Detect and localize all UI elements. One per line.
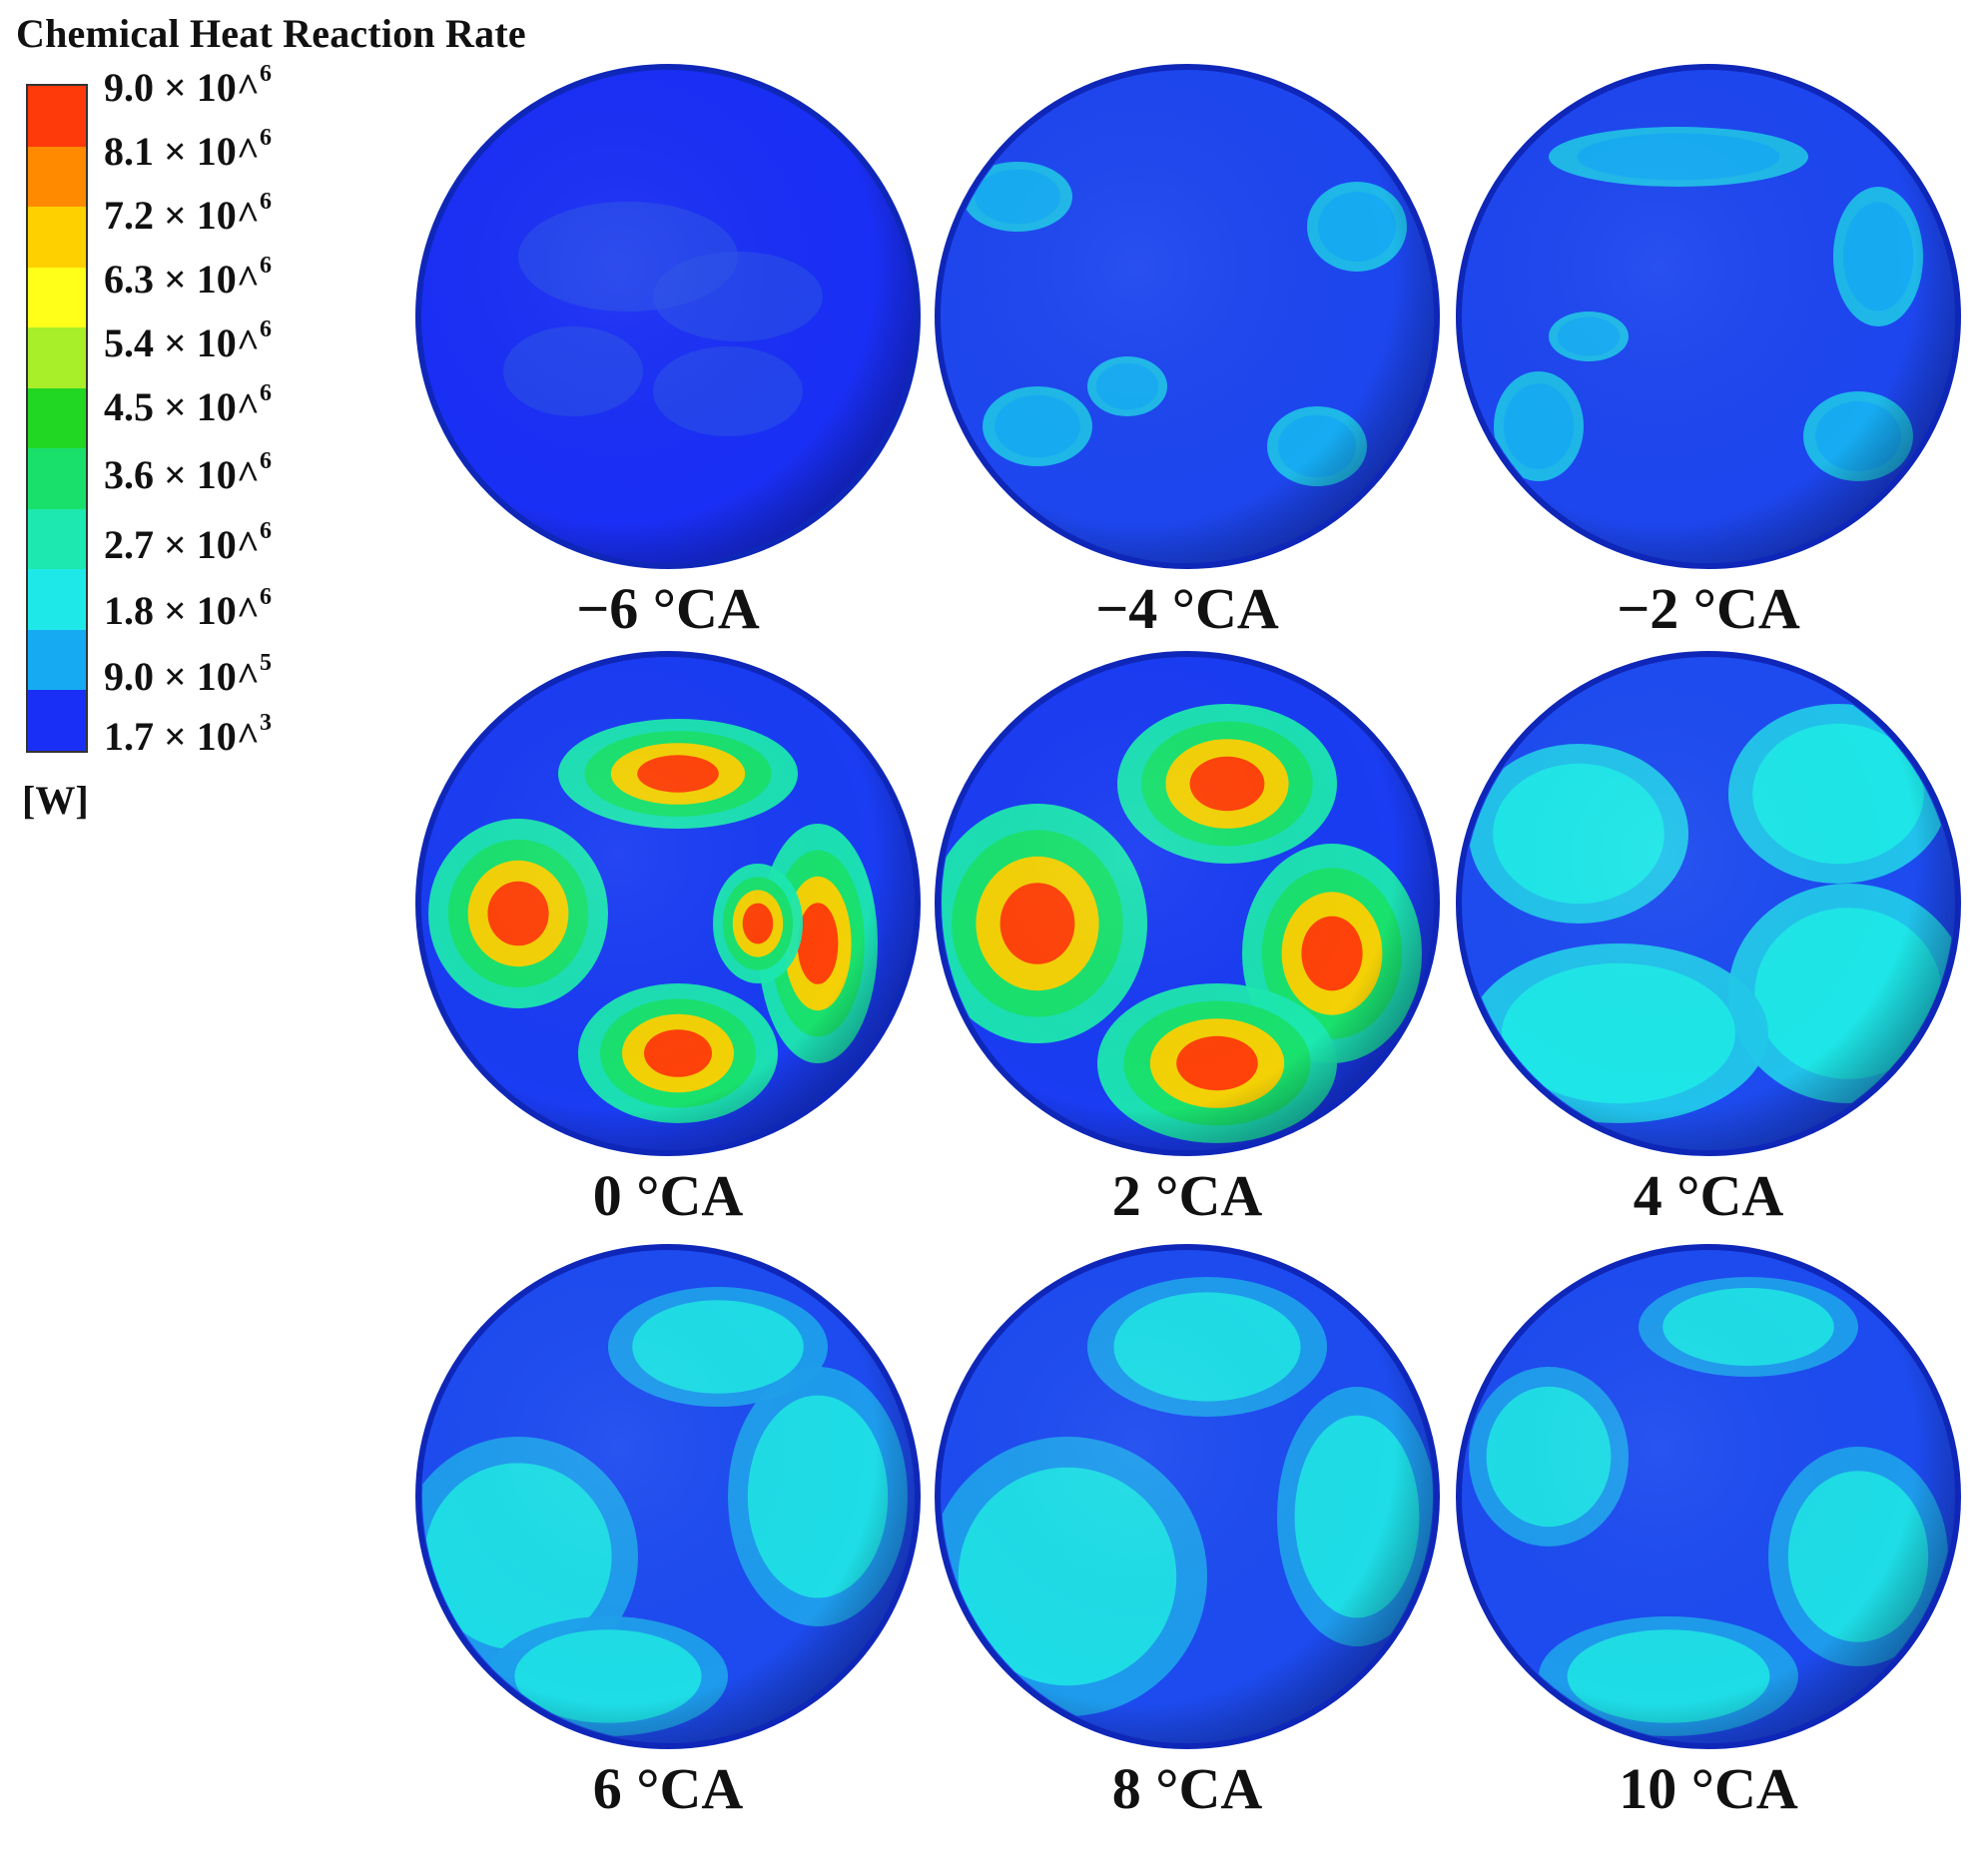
piston-contour-plot [935, 651, 1440, 1156]
colorbar-tick-label: 9.0 × 10^6 [104, 60, 273, 110]
piston-shading [941, 70, 1434, 563]
colorbar-band [28, 207, 86, 268]
contour-panel: 10 °CA [1454, 1242, 1963, 1822]
contour-panel: −4 °CA [933, 62, 1442, 642]
colorbar-band [28, 267, 86, 328]
piston-shading [941, 657, 1434, 1150]
colorbar-band [28, 327, 86, 388]
crank-angle-caption: −2 °CA [1617, 576, 1800, 641]
colorbar-tick-label: 5.4 × 10^6 [104, 315, 273, 365]
colorbar [26, 84, 88, 753]
contour-panel: 4 °CA [1454, 649, 1963, 1229]
colorbar-band [28, 569, 86, 630]
piston-contour-plot [935, 64, 1440, 569]
crank-angle-caption: 8 °CA [1111, 1756, 1263, 1821]
piston-contour-plot [415, 651, 921, 1156]
colorbar-band [28, 86, 86, 147]
piston-shading [421, 657, 915, 1150]
crank-angle-caption: 0 °CA [592, 1163, 744, 1228]
piston-shading [421, 70, 915, 563]
colorbar-band [28, 448, 86, 509]
colorbar-band [28, 690, 86, 752]
legend-title: Chemical Heat Reaction Rate [16, 11, 526, 56]
colorbar-tick-label: 8.1 × 10^6 [104, 124, 273, 174]
colorbar-tick-label: 3.6 × 10^6 [104, 447, 273, 497]
piston-contour-plot [1456, 1244, 1961, 1749]
crank-angle-caption: 6 °CA [592, 1756, 744, 1821]
piston-contour-plot [1456, 64, 1961, 569]
piston-shading [1462, 657, 1955, 1150]
crank-angle-caption: 2 °CA [1111, 1163, 1263, 1228]
piston-shading [421, 1250, 915, 1743]
contour-panel: −2 °CA [1454, 62, 1963, 642]
piston-contour-plot [1456, 651, 1961, 1156]
piston-contour-plot [935, 1244, 1440, 1749]
crank-angle-caption: 10 °CA [1619, 1756, 1798, 1821]
colorbar-tick-label: 2.7 × 10^6 [104, 517, 273, 567]
crank-angle-caption: −4 °CA [1095, 576, 1279, 641]
crank-angle-caption: −6 °CA [576, 576, 760, 641]
colorbar-tick-label: 6.3 × 10^6 [104, 252, 273, 302]
colorbar-band [28, 629, 86, 691]
piston-contour-plot [415, 64, 921, 569]
contour-panel: 0 °CA [413, 649, 923, 1229]
colorbar-tick-label: 9.0 × 10^5 [104, 649, 273, 699]
colorbar-tick-label: 1.7 × 10^3 [104, 709, 273, 759]
colorbar-tick-labels: 9.0 × 10^6 8.1 × 10^6 7.2 × 10^6 6.3 × 10^6… [104, 60, 333, 759]
colorbar-band [28, 508, 86, 570]
piston-shading [1462, 70, 1955, 563]
legend-unit: [W] [22, 778, 89, 823]
piston-shading [941, 1250, 1434, 1743]
contour-panel: 8 °CA [933, 1242, 1442, 1822]
colorbar-tick-label: 4.5 × 10^6 [104, 379, 273, 429]
piston-contour-plot [415, 1244, 921, 1749]
crank-angle-caption: 4 °CA [1633, 1163, 1784, 1228]
colorbar-band [28, 146, 86, 208]
colorbar-tick-label: 7.2 × 10^6 [104, 188, 273, 238]
contour-panel: 6 °CA [413, 1242, 923, 1822]
contour-panel: 2 °CA [933, 649, 1442, 1229]
contour-panel: −6 °CA [413, 62, 923, 642]
colorbar-band [28, 387, 86, 449]
piston-shading [1462, 1250, 1955, 1743]
colorbar-tick-label: 1.8 × 10^6 [104, 583, 273, 633]
